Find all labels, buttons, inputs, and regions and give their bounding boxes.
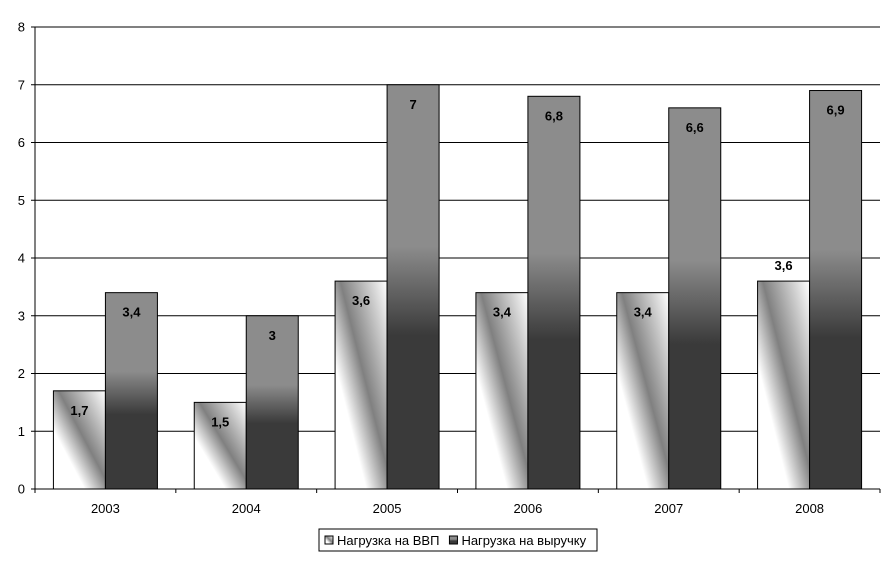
- legend: Нагрузка на ВВП Нагрузка на выручку: [318, 528, 598, 552]
- data-label: 6,6: [686, 120, 704, 135]
- data-label: 1,7: [70, 403, 88, 418]
- y-tick-label: 5: [18, 193, 25, 208]
- bar-vvp-2005: [334, 280, 388, 490]
- y-tick-label: 1: [18, 424, 25, 439]
- data-label: 1,5: [211, 414, 229, 429]
- bar-revenue-2008: [809, 90, 863, 490]
- data-label: 7: [409, 97, 416, 112]
- y-tick-label: 7: [18, 77, 25, 92]
- y-tick-label: 6: [18, 135, 25, 150]
- bar-vvp-2007: [616, 292, 670, 490]
- legend-label-2: Нагрузка на выручку: [461, 533, 586, 548]
- axes: 0 1 2 3 4 5 6 7 8 2003 2004 2005 2006 2007 2008: [18, 20, 881, 516]
- x-tick-label: 2005: [373, 501, 402, 516]
- bars: [52, 84, 863, 490]
- data-label: 6,8: [545, 108, 563, 123]
- y-tick-label: 4: [18, 251, 25, 266]
- bar-revenue-2006: [527, 95, 581, 490]
- gridlines: [35, 26, 880, 432]
- bar-revenue-2004: [245, 315, 299, 490]
- y-tick-label: 3: [18, 308, 25, 323]
- data-label: 3,4: [493, 305, 512, 320]
- bar-vvp-2008: [757, 280, 811, 490]
- x-tick-label: 2006: [513, 501, 542, 516]
- x-tick-label: 2004: [232, 501, 261, 516]
- data-label: 3,4: [122, 305, 141, 320]
- data-label: 3,6: [775, 258, 793, 273]
- data-label: 3,6: [352, 293, 370, 308]
- data-label: 3: [269, 328, 276, 343]
- x-tick-label: 2007: [654, 501, 683, 516]
- legend-swatch-1: [324, 535, 334, 545]
- legend-label-1: Нагрузка на ВВП: [337, 533, 439, 548]
- bar-revenue-2003: [104, 292, 158, 490]
- y-tick-label: 0: [18, 482, 25, 497]
- bar-vvp-2003: [52, 390, 106, 490]
- data-label: 3,4: [634, 305, 653, 320]
- data-label: 6,9: [827, 103, 845, 118]
- bar-revenue-2007: [668, 107, 722, 490]
- y-tick-label: 8: [18, 20, 25, 35]
- y-tick-label: 2: [18, 366, 25, 381]
- x-tick-label: 2003: [91, 501, 120, 516]
- bar-vvp-2006: [475, 292, 529, 490]
- legend-swatch-2: [448, 535, 458, 545]
- x-tick-label: 2008: [795, 501, 824, 516]
- legend-box: [318, 528, 598, 552]
- bar-revenue-2005: [386, 84, 440, 490]
- data-labels: 1,7 3,4 1,5 3 3,6 7 3,4 6,8 3,4 6,6 3,6 6,9: [70, 97, 844, 430]
